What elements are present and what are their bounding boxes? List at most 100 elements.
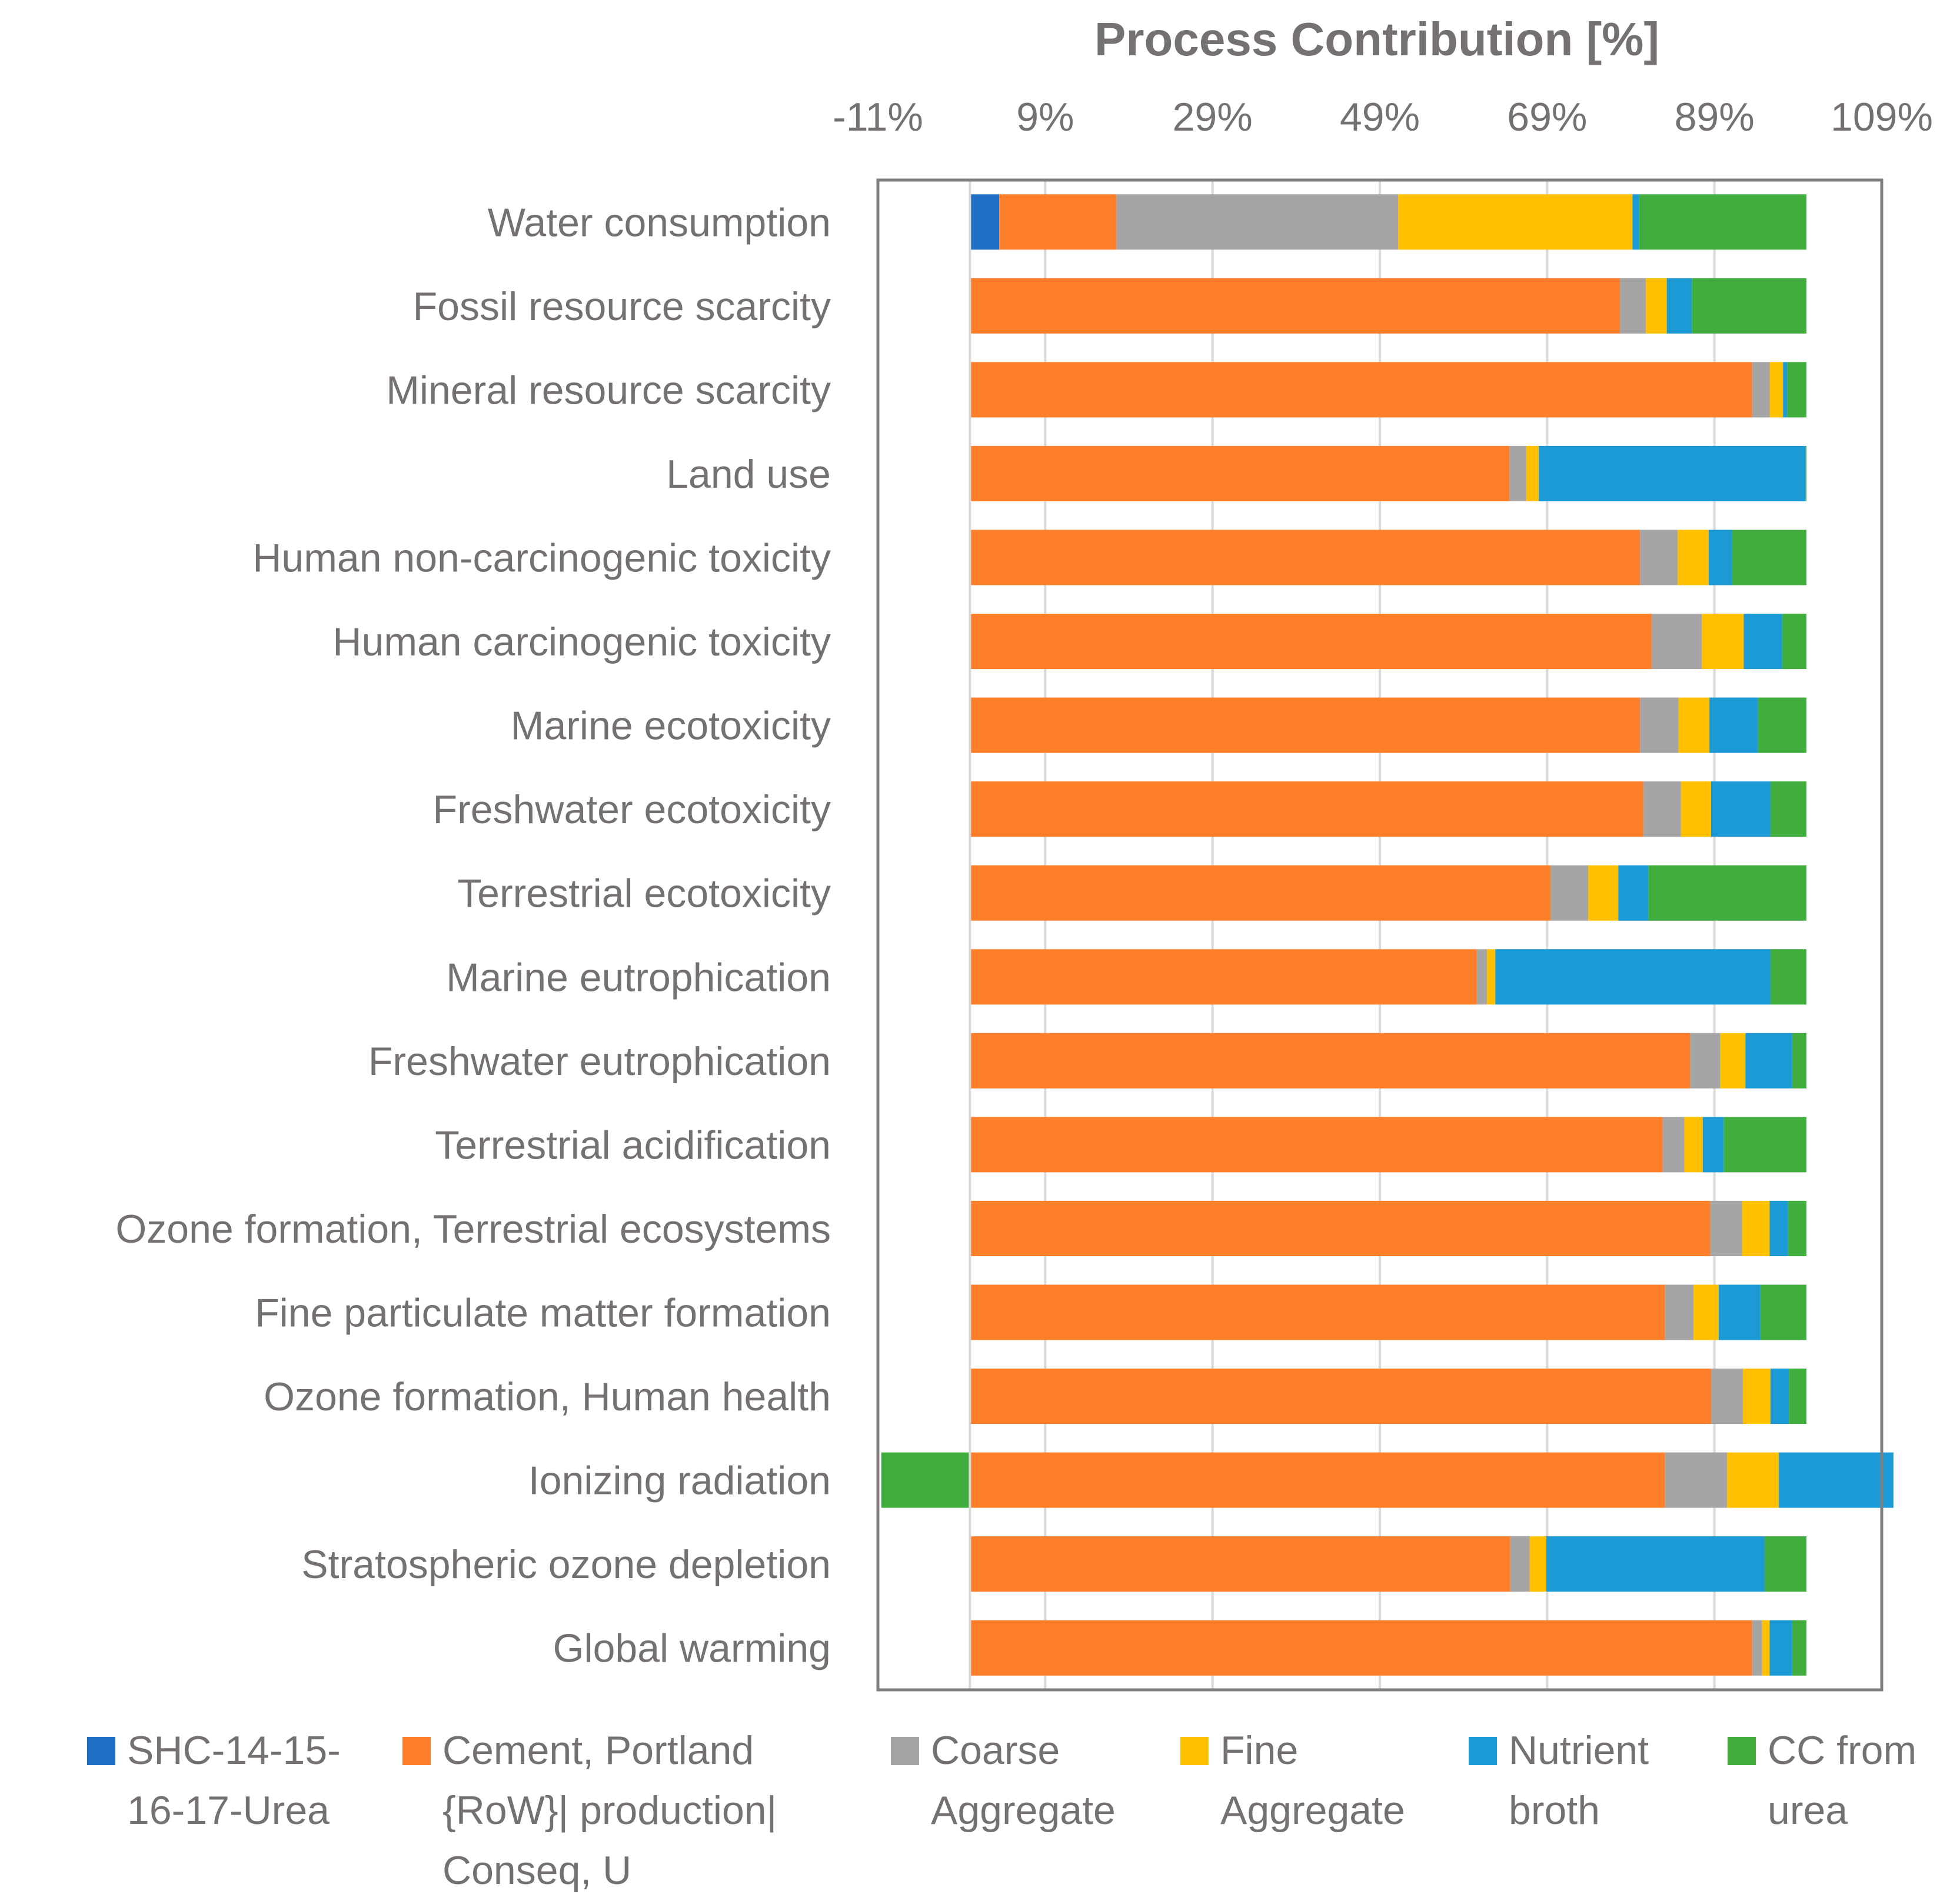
legend-item: Cement, Portland {RoW}| production| Conseq… [402,1728,777,1893]
bar-segment [1550,865,1588,921]
bar-segment [1702,1117,1724,1173]
bar-segment [1743,1369,1771,1424]
bar-segment [999,194,1117,250]
bar-segment [1770,781,1807,837]
bar-segment [970,865,1551,921]
category-label: Mineral resource scarcity [386,368,831,412]
bar-segment [1618,865,1649,921]
x-tick-label: 69% [1507,95,1587,139]
legend-label: SHC-14-15- [127,1728,341,1773]
bars [881,194,1894,1676]
bar-segment [1648,865,1807,921]
x-tick-label: 109% [1831,95,1933,139]
legend-item: Coarse Aggregate [891,1728,1116,1833]
bar-segment [1398,194,1633,250]
bar-segment [970,530,1640,585]
bar-segment [1760,1284,1807,1340]
legend-label: Cement, Portland [442,1728,754,1773]
bar-segment [1752,362,1770,418]
bar-segment [970,1200,1711,1256]
category-label: Human non-carcinogenic toxicity [252,536,831,581]
x-tick-label: -11% [833,95,923,139]
category-label: Human carcinogenic toxicity [332,620,831,664]
bar-segment [1665,1452,1727,1508]
legend-item: CC from urea [1728,1728,1916,1833]
bar-segment [1752,1620,1762,1676]
legend-swatch [402,1737,431,1765]
bar-segment [1770,949,1807,1005]
bar-segment [970,445,1510,501]
category-label: Fossil resource scarcity [413,284,831,329]
bar-segment [970,1369,1711,1424]
bar-segment [1710,1200,1742,1256]
bar-segment [1684,1117,1703,1173]
category-label: Marine eutrophication [446,955,831,1000]
bar-segment [1652,614,1702,670]
bar-segment [1769,1200,1788,1256]
category-label: Freshwater ecotoxicity [433,787,831,832]
bar-segment [1711,1369,1743,1424]
bar-segment [1758,697,1807,753]
bar-segment [1690,1033,1721,1089]
x-tick-label: 9% [1016,95,1074,139]
bar-segment [1665,1284,1694,1340]
bar-segment [1529,1536,1546,1592]
bar-segment [1789,1369,1807,1424]
bar-segment [970,194,1000,250]
category-label: Land use [666,452,831,497]
bar-segment [1762,1620,1770,1676]
x-tick-label: 49% [1340,95,1420,139]
bar-segment [1732,530,1807,585]
legend-swatch [1469,1737,1497,1765]
bar-segment [1782,614,1807,670]
legend-item: Nutrient broth [1469,1728,1649,1833]
legend-label: Conseq, U [442,1848,631,1893]
plot-frame [876,178,1884,1692]
bar-segment [1495,949,1771,1005]
legend: SHC-14-15- 16-17-Urea Cement, Portland {RoW… [87,1728,1916,1893]
bar-segment [1666,278,1692,334]
bar-segment [1788,1200,1807,1256]
legend-item: SHC-14-15- 16-17-Urea [87,1728,341,1833]
legend-swatch [891,1737,919,1765]
bar-segment [1588,865,1619,921]
legend-label: CC from [1768,1728,1916,1773]
bar-segment [1723,1117,1807,1173]
bar-segment [1646,278,1667,334]
bar-segment [970,949,1477,1005]
legend-item: Fine Aggregate [1180,1728,1405,1833]
category-label: Stratospheric ozone depletion [301,1542,831,1587]
bar-segment [1539,445,1806,501]
bar-segment [1720,1033,1746,1089]
bar-segment [1792,1033,1807,1089]
x-axis-ticks: -11% 9% 29% 49% 69% 89% 109% [833,95,1933,139]
x-tick-label: 89% [1675,95,1755,139]
legend-swatch [1728,1737,1756,1765]
bar-segment [1779,1452,1894,1508]
bar-segment [1116,194,1399,250]
bar-segment [1640,530,1678,585]
legend-label: Aggregate [1220,1788,1405,1833]
legend-swatch [1180,1737,1209,1765]
category-label: Ionizing radiation [528,1459,831,1503]
bar-segment [1708,530,1732,585]
bar-segment [1745,1033,1792,1089]
bar-segment [1486,949,1496,1005]
bar-segment [1546,1536,1765,1592]
bar-segment [970,697,1640,753]
bar-segment [1639,194,1807,250]
bar-segment [1620,278,1646,334]
category-label: Marine ecotoxicity [511,704,831,748]
category-label: Ozone formation, Terrestrial ecosystems [115,1207,831,1251]
legend-label: Coarse [931,1728,1060,1773]
category-label: Fine particulate matter formation [255,1291,831,1336]
legend-label: {RoW}| production| [442,1788,777,1833]
bar-segment [1764,1536,1807,1592]
bar-segment [1783,362,1788,418]
bar-segment [1640,697,1679,753]
legend-label: Fine [1220,1728,1298,1773]
bar-segment [970,278,1620,334]
bar-segment [1769,362,1783,418]
